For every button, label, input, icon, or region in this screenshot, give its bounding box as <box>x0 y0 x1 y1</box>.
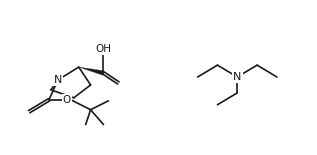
Text: O: O <box>63 95 71 105</box>
Polygon shape <box>79 67 104 75</box>
Text: N: N <box>233 72 242 82</box>
Text: OH: OH <box>95 44 112 54</box>
Text: N: N <box>54 75 62 85</box>
